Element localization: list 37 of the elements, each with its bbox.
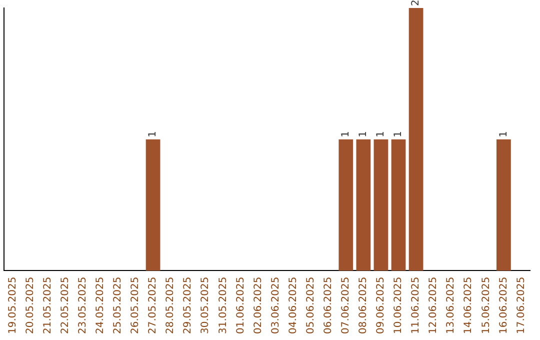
x-tick-label: 02.06.2025: [252, 276, 264, 334]
x-tick-label: 04.06.2025: [288, 276, 299, 334]
data-label: 1: [148, 130, 159, 138]
data-label: 2: [410, 0, 422, 6]
x-tick-label: 26.05.2025: [130, 276, 142, 334]
x-tick-label: 17.06.2025: [516, 276, 527, 334]
x-tick-label: 12.06.2025: [428, 276, 440, 334]
data-label: 1: [340, 130, 352, 138]
data-label: 1: [393, 130, 404, 138]
x-tick-label: 08.06.2025: [358, 276, 370, 334]
x-tick-label: 01.06.2025: [235, 276, 246, 334]
x-tick-label: 11.06.2025: [410, 276, 422, 334]
x-tick-label: 30.05.2025: [200, 276, 212, 334]
x-tick-label: 20.05.2025: [24, 276, 36, 334]
x-tick-label: 16.06.2025: [498, 276, 510, 334]
x-tick-label: 06.06.2025: [322, 276, 334, 334]
x-tick-label: 23.05.2025: [77, 276, 88, 334]
x-tick-label: 15.06.2025: [480, 276, 492, 334]
x-tick-label: 25.05.2025: [112, 276, 124, 334]
x-tick-label: 28.05.2025: [165, 276, 176, 334]
data-label: 1: [358, 130, 370, 138]
x-tick-label: 14.06.2025: [463, 276, 474, 334]
x-tick-label: 21.05.2025: [42, 276, 54, 334]
x-tick-label: 13.06.2025: [446, 276, 457, 334]
x-tick-label: 24.05.2025: [95, 276, 106, 334]
x-tick-label: 22.05.2025: [60, 276, 71, 334]
x-tick-label: 31.05.2025: [218, 276, 229, 334]
x-tick-label: 27.05.2025: [148, 276, 159, 334]
data-label: 1: [498, 130, 510, 138]
x-tick-label: 07.06.2025: [340, 276, 352, 334]
data-label: 1: [376, 130, 387, 138]
x-tick-label: 05.06.2025: [305, 276, 316, 334]
x-tick-label: 03.06.2025: [270, 276, 282, 334]
x-tick-label: 19.05.2025: [7, 276, 18, 334]
x-tick-label: 29.05.2025: [182, 276, 194, 334]
x-tick-label: 09.06.2025: [376, 276, 387, 334]
x-tick-label: 10.06.2025: [393, 276, 404, 334]
